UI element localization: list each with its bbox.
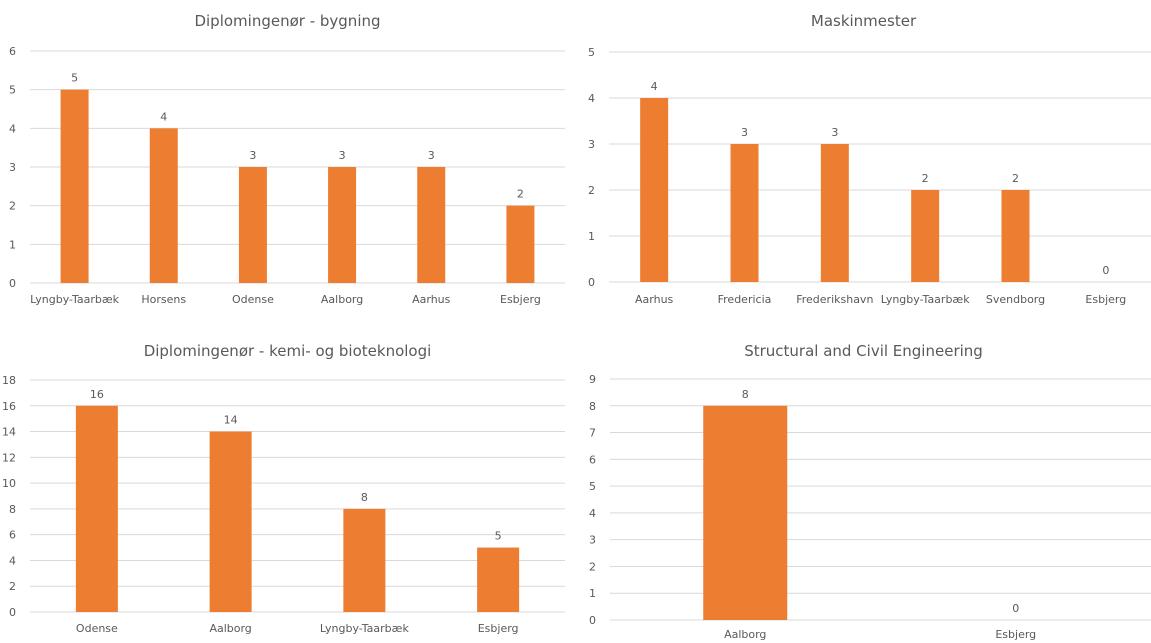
y-tick-label: 8 [9, 503, 16, 516]
x-tick-label: Lyngby-Taarbæk [30, 293, 120, 306]
y-tick-label: 16 [2, 400, 16, 413]
y-tick-label: 18 [2, 374, 16, 387]
x-tick-label: Odense [232, 293, 274, 306]
y-tick-label: 4 [589, 507, 596, 520]
bar [60, 89, 89, 284]
x-tick-label: Esbjerg [478, 622, 519, 635]
bar [149, 128, 178, 283]
y-tick-label: 6 [9, 529, 16, 542]
y-tick-label: 3 [588, 138, 595, 151]
data-label: 4 [651, 80, 658, 93]
data-label: 16 [90, 388, 104, 401]
bar [417, 167, 446, 283]
y-tick-label: 5 [588, 46, 595, 59]
y-tick-label: 10 [2, 477, 16, 490]
y-tick-label: 4 [9, 554, 16, 567]
bar [703, 405, 788, 620]
bar [209, 431, 252, 612]
bar [820, 144, 849, 282]
data-label: 4 [160, 110, 167, 123]
x-tick-label: Aalborg [724, 628, 766, 641]
bar [238, 167, 267, 283]
bar-chart: 0 1 2 3 4 5 6 7 8 9 8 Aalborg 0 Esbjerg [589, 373, 1151, 641]
x-tick-label: Lyngby-Taarbæk [881, 293, 971, 306]
y-tick-label: 2 [9, 200, 16, 213]
y-tick-label: 1 [588, 230, 595, 243]
data-label: 8 [361, 491, 368, 504]
data-label: 0 [1012, 602, 1019, 615]
bar [730, 144, 759, 282]
bar-chart: 0 1 2 3 4 5 4 Aarhus 3 Fredericia 3 Frederikshavn 2 L… [588, 46, 1151, 306]
bar [328, 167, 357, 283]
data-label: 3 [428, 149, 435, 162]
x-tick-label: Aarhus [635, 293, 674, 306]
bar [343, 508, 386, 612]
data-label: 8 [742, 388, 749, 401]
bar-chart: 0 1 2 3 4 5 6 5 Lyngby-Taarbæk 4 Horsens 3 Odense 3 Aa… [9, 45, 565, 306]
x-tick-label: Esbjerg [500, 293, 541, 306]
y-tick-label: 4 [9, 122, 16, 135]
y-tick-label: 3 [589, 534, 596, 547]
x-tick-label: Fredericia [718, 293, 772, 306]
bar [477, 547, 520, 612]
y-tick-label: 6 [9, 45, 16, 58]
data-label: 2 [1012, 172, 1019, 185]
chart-panel-kemi: Diplomingenør - kemi- og bioteknologi 0 2… [0, 322, 575, 643]
data-label: 14 [224, 414, 238, 427]
bar [640, 98, 669, 282]
chart-panel-structural: Structural and Civil Engineering 0 1 2 3 4 5 6… [576, 322, 1151, 643]
data-label: 0 [1102, 264, 1109, 277]
y-tick-label: 5 [589, 480, 596, 493]
data-label: 2 [517, 188, 524, 201]
y-tick-label: 9 [589, 373, 596, 386]
x-tick-label: Aarhus [412, 293, 451, 306]
y-tick-label: 0 [9, 606, 16, 619]
chart-panel-bygning: Diplomingenør - bygning 0 1 2 3 4 5 6 5 Lyngby-T… [0, 0, 575, 321]
x-tick-label: Esbjerg [1085, 293, 1126, 306]
y-tick-label: 5 [9, 84, 16, 97]
data-label: 5 [71, 72, 78, 85]
chart-title: Structural and Civil Engineering [744, 342, 983, 360]
x-tick-label: Lyngby-Taarbæk [320, 622, 410, 635]
bar [1001, 190, 1030, 282]
y-tick-label: 2 [9, 580, 16, 593]
bar-chart: 0 2 4 6 8 10 12 14 16 18 16 Odense 14 Aalborg 8 Lyngby-… [2, 374, 565, 635]
y-tick-label: 4 [588, 92, 595, 105]
y-tick-label: 7 [589, 427, 596, 440]
data-label: 3 [249, 149, 256, 162]
y-tick-label: 12 [2, 451, 16, 464]
chart-panel-maskinmester: Maskinmester 0 1 2 3 4 5 4 Aarhus 3 Fredericia 3 Fr… [576, 0, 1151, 321]
y-tick-label: 8 [589, 400, 596, 413]
data-label: 2 [922, 172, 929, 185]
x-tick-label: Frederikshavn [796, 293, 873, 306]
x-tick-label: Svendborg [986, 293, 1045, 306]
chart-title: Diplomingenør - bygning [194, 12, 381, 30]
y-tick-label: 0 [9, 277, 16, 290]
data-label: 3 [831, 126, 838, 139]
bar [75, 405, 118, 612]
bar [911, 190, 940, 282]
y-tick-label: 2 [589, 560, 596, 573]
data-label: 3 [339, 149, 346, 162]
x-tick-label: Esbjerg [995, 628, 1036, 641]
chart-title: Maskinmester [810, 12, 917, 30]
y-tick-label: 1 [589, 587, 596, 600]
x-tick-label: Aalborg [209, 622, 251, 635]
y-tick-label: 14 [2, 426, 16, 439]
y-tick-label: 0 [589, 614, 596, 627]
y-tick-label: 1 [9, 238, 16, 251]
y-tick-label: 3 [9, 161, 16, 174]
y-tick-label: 6 [589, 453, 596, 466]
bar [506, 205, 535, 283]
x-tick-label: Odense [76, 622, 118, 635]
chart-title: Diplomingenør - kemi- og bioteknologi [143, 342, 432, 360]
data-label: 5 [495, 530, 502, 543]
x-tick-label: Aalborg [321, 293, 363, 306]
data-label: 3 [741, 126, 748, 139]
y-tick-label: 2 [588, 184, 595, 197]
y-tick-label: 0 [588, 276, 595, 289]
x-tick-label: Horsens [141, 293, 186, 306]
